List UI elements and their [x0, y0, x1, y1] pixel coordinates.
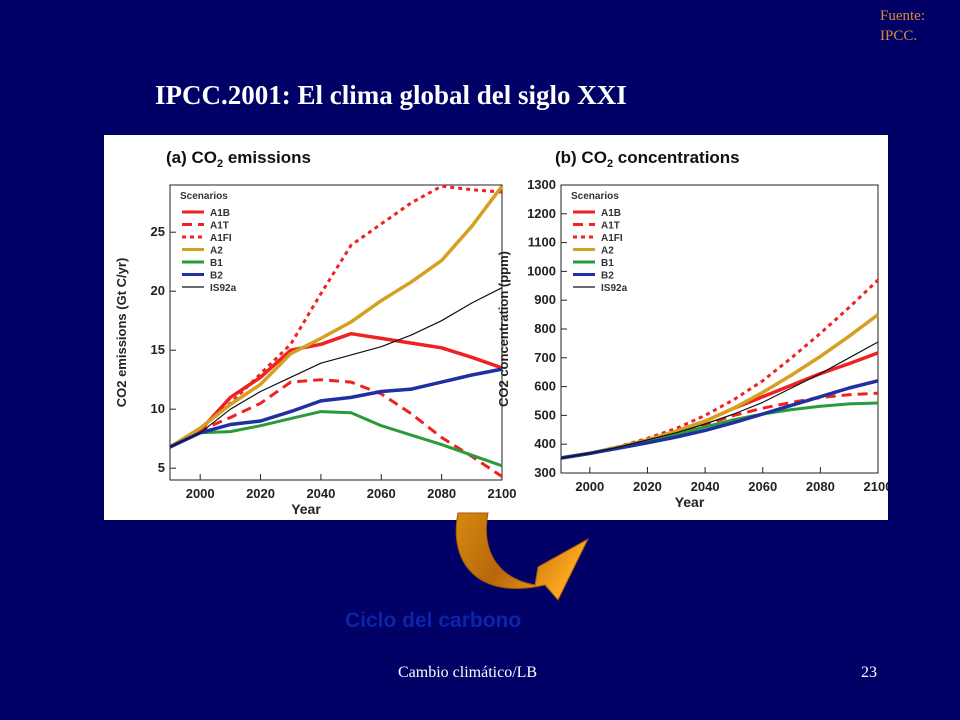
- x-tick-label: 2040: [691, 479, 720, 494]
- chart-title-part: (b) CO: [555, 148, 607, 167]
- legend-entry: B2: [601, 271, 614, 282]
- series-line-b2: [169, 367, 503, 449]
- chart-panel-concentrations: (b) CO2 concentrations 2000 2020 2040 2060 20…: [496, 148, 888, 510]
- legend-entry: A1T: [601, 221, 620, 232]
- x-tick-label: 2000: [186, 486, 215, 501]
- y-tick-label: 20: [151, 283, 165, 298]
- source-name: IPCC.: [880, 28, 918, 44]
- series-line-is92a: [560, 341, 879, 459]
- legend-entry: B1: [601, 258, 614, 269]
- y-axis-label: CO2 emissions (Gt C/yr): [114, 258, 129, 408]
- legend-entry: IS92a: [601, 283, 628, 294]
- x-axis-label: Year: [675, 494, 705, 510]
- series-line-is92a: [169, 287, 503, 448]
- y-tick-label: 1000: [527, 263, 556, 278]
- chart-title: (b) CO2 concentrations: [555, 148, 740, 170]
- series-line-a1fi: [560, 278, 880, 460]
- chart-title-part: concentrations: [613, 148, 740, 167]
- y-tick-label: 1300: [527, 177, 556, 192]
- legend-entry: B1: [210, 258, 223, 269]
- legend-entry: A2: [601, 246, 614, 257]
- y-tick-label: 400: [534, 436, 556, 451]
- y-tick-label: 15: [151, 342, 165, 357]
- x-tick-label: 2060: [748, 479, 777, 494]
- chart-title: (a) CO2 emissions: [166, 148, 311, 170]
- x-tick-label: 2100: [488, 486, 517, 501]
- series-line-a2: [560, 313, 880, 460]
- source-note: Fuente: IPCC.: [880, 6, 956, 46]
- ipcc-figure: (a) CO2 emissions 2000 2020 2040 2060 2080 210…: [104, 135, 888, 520]
- x-tick-label: 2020: [246, 486, 275, 501]
- x-tick-label: 2060: [367, 486, 396, 501]
- series-line-b1: [169, 410, 503, 468]
- legend-entry: A1FI: [601, 233, 623, 244]
- x-tick-label: 2080: [427, 486, 456, 501]
- chart-title-subscript: 2: [607, 158, 613, 170]
- chart-title-subscript: 2: [217, 158, 223, 170]
- y-tick-label: 1200: [527, 206, 556, 221]
- y-tick-label: 10: [151, 401, 165, 416]
- y-tick-label: 25: [151, 224, 165, 239]
- x-axis-label: Year: [291, 501, 321, 517]
- chart-title-part: (a) CO: [166, 148, 217, 167]
- legend-entry: A1FI: [210, 233, 232, 244]
- y-tick-label: 800: [534, 321, 556, 336]
- legend-entry: A1B: [210, 208, 230, 219]
- legend-entry: IS92a: [210, 283, 237, 294]
- series-line-a2: [169, 185, 504, 449]
- y-tick-label: 5: [158, 460, 165, 475]
- y-tick-label: 300: [534, 465, 556, 480]
- series-line-a1b: [169, 331, 503, 449]
- y-tick-label: 900: [534, 292, 556, 307]
- source-label: Fuente:: [880, 8, 925, 24]
- footer-text: Cambio climático/LB: [398, 664, 538, 681]
- legend-entry: A1T: [210, 221, 229, 232]
- y-tick-label: 500: [534, 407, 556, 422]
- x-tick-label: 2100: [864, 479, 888, 494]
- series-line-b2: [560, 379, 879, 460]
- legend-entry: B2: [210, 271, 223, 282]
- x-tick-label: 2040: [306, 486, 335, 501]
- legend-entry: A1B: [601, 208, 621, 219]
- y-tick-label: 700: [534, 350, 556, 365]
- y-tick-label: 1100: [528, 235, 556, 250]
- y-axis-label: CO2 concentration (ppm): [496, 251, 511, 407]
- x-tick-label: 2080: [806, 479, 835, 494]
- cycle-arrow-icon: [440, 505, 600, 610]
- legend-title: Scenarios: [180, 191, 228, 202]
- legend-title: Scenarios: [571, 191, 619, 202]
- chart-title-part: emissions: [223, 148, 311, 167]
- carbon-cycle-label: Ciclo del carbono: [345, 609, 522, 632]
- slide-title: IPCC.2001: El clima global del siglo XXI: [155, 80, 627, 110]
- x-tick-label: 2020: [633, 479, 662, 494]
- y-tick-label: 600: [534, 379, 556, 394]
- series-line-a1t: [169, 378, 503, 478]
- x-tick-label: 2000: [575, 479, 604, 494]
- plot-frame: [169, 184, 503, 481]
- legend-entry: A2: [210, 246, 223, 257]
- page-number: 23: [861, 664, 877, 681]
